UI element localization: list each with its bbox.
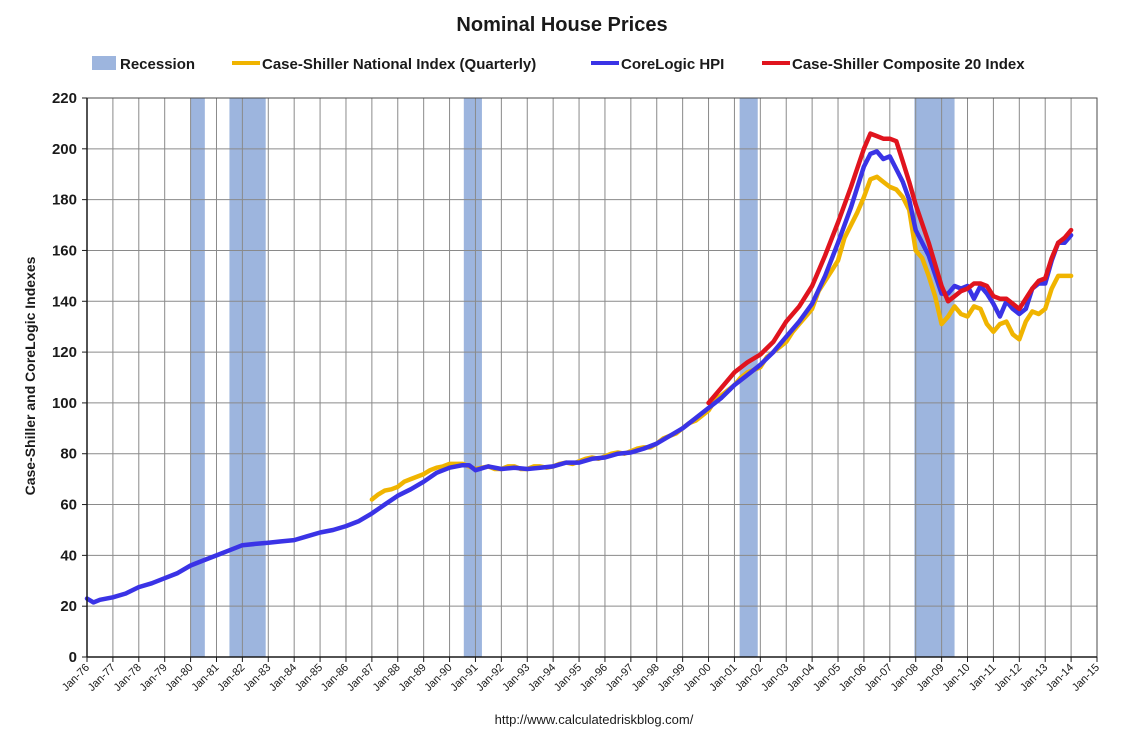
x-tick-label-21: Jan-97	[604, 662, 636, 694]
x-tick-label-17: Jan-93	[500, 662, 532, 694]
recession-band-2	[463, 98, 482, 657]
x-tick-label-32: Jan-08	[889, 662, 921, 694]
x-tick-label-33: Jan-09	[914, 662, 946, 694]
y-tick-label-5: 100	[52, 395, 77, 412]
y-tick-label-11: 220	[52, 90, 77, 107]
x-tick-label-35: Jan-11	[967, 662, 999, 694]
x-tick-label-39: Jan-15	[1070, 662, 1102, 694]
series-lines	[84, 131, 1074, 605]
y-tick-label-10: 200	[52, 141, 77, 158]
y-tick-label-7: 140	[52, 293, 77, 310]
recession-bands	[190, 98, 955, 657]
x-tick-label-14: Jan-90	[422, 662, 454, 694]
x-tick-label-0: Jan-76	[60, 662, 92, 694]
x-tick-label-24: Jan-00	[681, 662, 713, 694]
x-tick-label-31: Jan-07	[863, 662, 895, 694]
x-tick-label-27: Jan-03	[759, 662, 791, 694]
x-tick-label-22: Jan-98	[630, 662, 662, 694]
x-tick-label-7: Jan-83	[241, 662, 273, 694]
x-tick-label-15: Jan-91	[448, 662, 480, 694]
y-tick-label-9: 180	[52, 192, 77, 209]
x-tick-label-25: Jan-01	[707, 662, 739, 694]
x-tick-label-1: Jan-77	[86, 662, 118, 694]
x-tick-label-13: Jan-89	[397, 662, 429, 694]
legend-label-national: Case-Shiller National Index (Quarterly)	[262, 56, 536, 73]
y-axis-label: Case-Shiller and CoreLogic Indexes	[22, 256, 38, 495]
legend-label-composite20: Case-Shiller Composite 20 Index	[792, 56, 1025, 73]
recession-band-1	[229, 98, 266, 657]
y-tick-label-8: 160	[52, 242, 77, 259]
y-tick-label-4: 80	[60, 446, 77, 463]
grid-lines	[87, 97, 1098, 657]
x-tick-label-34: Jan-10	[940, 662, 972, 694]
x-tick-label-12: Jan-88	[371, 662, 403, 694]
x-tick-label-11: Jan-87	[345, 662, 377, 694]
x-tick-label-20: Jan-96	[578, 662, 610, 694]
x-tick-label-36: Jan-12	[992, 662, 1024, 694]
x-tick-label-9: Jan-85	[293, 662, 325, 694]
x-tick-label-5: Jan-81	[189, 662, 221, 694]
recession-band-4	[914, 98, 955, 657]
x-tick-label-29: Jan-05	[811, 662, 843, 694]
y-tick-label-0: 0	[69, 649, 77, 666]
x-tick-label-19: Jan-95	[552, 662, 584, 694]
legend: Recession Case-Shiller National Index (Q…	[92, 56, 1025, 73]
recession-band-0	[190, 98, 205, 657]
x-tick-label-23: Jan-99	[655, 662, 687, 694]
x-tick-label-10: Jan-86	[319, 662, 351, 694]
series-line-corelogic-hpi	[84, 149, 1074, 605]
x-tick-label-30: Jan-06	[837, 662, 869, 694]
x-tick-label-37: Jan-13	[1018, 662, 1050, 694]
series-line-case-shiller-composite-20-index	[706, 131, 1074, 406]
x-tick-label-26: Jan-02	[733, 662, 765, 694]
chart-title: Nominal House Prices	[456, 14, 667, 36]
x-tick-label-28: Jan-04	[785, 662, 817, 694]
legend-swatch-recession	[92, 56, 116, 70]
y-tick-label-1: 20	[60, 598, 77, 615]
x-tick-label-2: Jan-78	[112, 662, 144, 694]
recession-band-3	[739, 98, 758, 657]
y-axis-tick-labels: 0 20 40 60 80 100 120 140 160 180 200 220	[52, 90, 77, 666]
y-tick-label-2: 40	[60, 547, 77, 564]
y-tick-label-3: 60	[60, 497, 77, 514]
legend-label-corelogic: CoreLogic HPI	[621, 56, 724, 73]
x-tick-label-38: Jan-14	[1044, 662, 1076, 694]
x-tick-label-3: Jan-79	[138, 662, 170, 694]
x-tick-label-18: Jan-94	[526, 662, 558, 694]
y-tick-label-6: 120	[52, 344, 77, 361]
x-axis-tick-labels: Jan-76Jan-77Jan-78Jan-79Jan-80Jan-81Jan-…	[60, 662, 1102, 694]
x-tick-label-6: Jan-82	[215, 662, 247, 694]
x-tick-label-4: Jan-80	[163, 662, 195, 694]
x-tick-label-8: Jan-84	[267, 662, 299, 694]
legend-label-recession: Recession	[120, 56, 195, 73]
x-tick-label-16: Jan-92	[474, 662, 506, 694]
axes	[82, 97, 1098, 662]
source-url: http://www.calculatedriskblog.com/	[495, 712, 694, 727]
